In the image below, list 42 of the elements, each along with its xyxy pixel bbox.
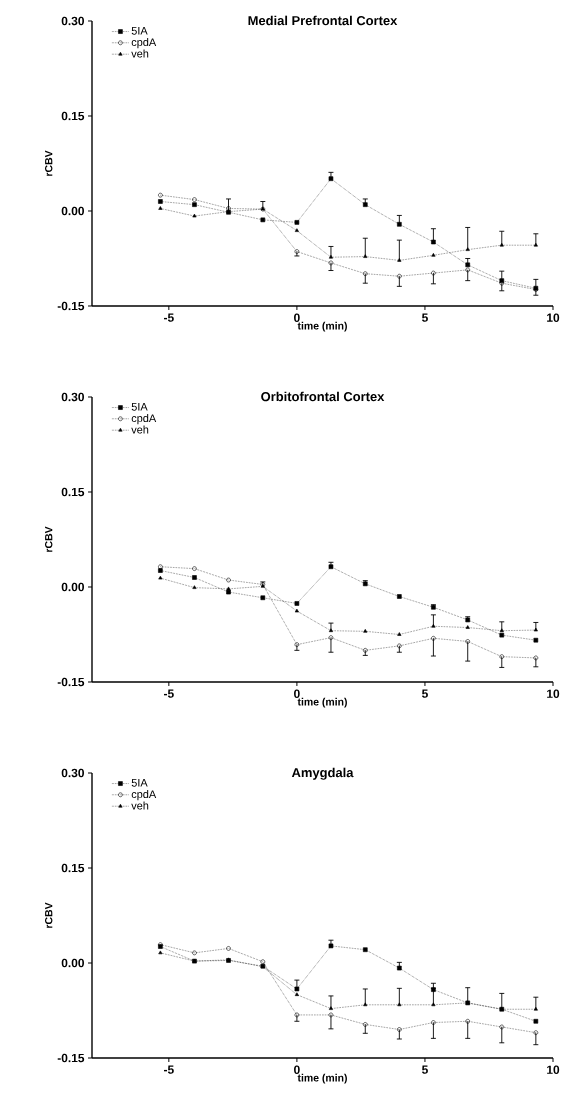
y-tick-label: 0.00: [61, 582, 84, 592]
x-tick-label: 10: [547, 689, 560, 698]
y-tick-label: 0.30: [61, 392, 84, 402]
y-tick-label: 0.30: [61, 768, 84, 778]
y-axis-title: rCBV: [45, 150, 53, 176]
x-axis-title: time (min): [297, 1073, 347, 1084]
y-tick-label: 0.15: [61, 487, 85, 497]
y-axis-title: rCBV: [45, 526, 53, 552]
x-tick-label: 5: [422, 313, 428, 322]
legend-label: veh: [131, 425, 149, 434]
y-tick-label: -0.15: [57, 1053, 85, 1063]
x-tick-label: 5: [422, 1065, 428, 1074]
legend-label: veh: [131, 801, 149, 810]
y-axis-title: rCBV: [45, 902, 53, 928]
y-tick-label: -0.15: [57, 301, 85, 311]
x-tick-label: 5: [422, 689, 428, 698]
y-tick-label: 0.00: [61, 958, 84, 968]
x-tick-label: -5: [163, 313, 174, 322]
legend-label: 5IA: [131, 403, 148, 411]
y-tick-label: 0.00: [61, 206, 84, 216]
legend-label: cpdA: [131, 38, 157, 49]
x-tick-label: 10: [547, 1065, 560, 1074]
x-tick-label: 0: [294, 1065, 300, 1074]
legend-label: 5IA: [131, 27, 148, 35]
y-tick-label: -0.15: [57, 677, 85, 687]
y-tick-label: 0.30: [61, 16, 84, 26]
chart-title: Orbitofrontal Cortex: [261, 391, 385, 402]
chart-title: Amygdala: [291, 767, 354, 780]
legend-label: cpdA: [131, 790, 157, 801]
x-axis-title: time (min): [297, 321, 347, 332]
y-tick-label: 0.15: [61, 111, 85, 121]
x-tick-label: -5: [163, 689, 174, 698]
y-tick-label: 0.15: [61, 863, 85, 873]
x-tick-label: 0: [294, 689, 300, 698]
x-tick-label: 10: [547, 313, 560, 322]
x-tick-label: -5: [163, 1065, 174, 1074]
x-axis-title: time (min): [297, 697, 347, 708]
chart-title: Medial Prefrontal Cortex: [248, 15, 398, 26]
legend-label: 5IA: [131, 779, 148, 787]
x-tick-label: 0: [294, 313, 300, 322]
legend-label: veh: [131, 49, 149, 58]
legend-label: cpdA: [131, 414, 157, 425]
